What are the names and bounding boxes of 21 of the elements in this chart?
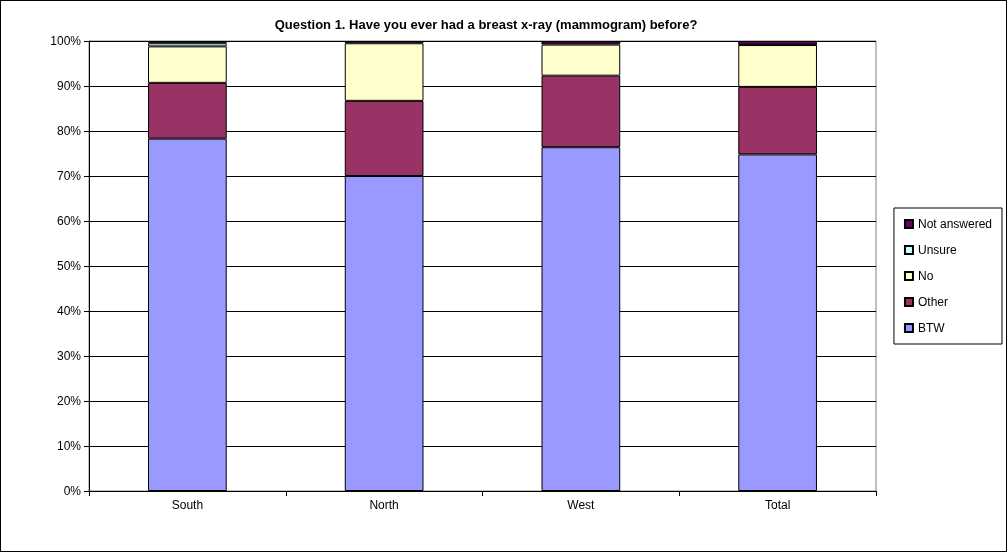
y-tick-label: 40% (56, 304, 82, 318)
y-tick-label: 90% (56, 79, 82, 93)
y-tick-label: 80% (56, 124, 82, 138)
y-tick-label: 10% (56, 439, 82, 453)
legend-label: Unsure (917, 243, 957, 257)
x-tick-label: Total (764, 498, 791, 512)
y-tick-label: 30% (56, 349, 82, 363)
y-tick-label: 60% (56, 214, 82, 228)
y-tick-label: 70% (56, 169, 82, 183)
y-tick-label: 50% (56, 259, 82, 273)
y-tick-label: 100% (50, 34, 82, 48)
x-tick-label: South (171, 498, 204, 512)
legend-label: Other (917, 295, 948, 309)
y-tick-label: 0% (63, 484, 82, 498)
x-tick-label: North (369, 498, 399, 512)
legend-label: BTW (917, 321, 946, 335)
chart-title: Question 1. Have you ever had a breast x-ray (mammogram) before? (274, 17, 698, 32)
legend-label: No (917, 269, 934, 283)
y-tick-label: 20% (56, 394, 82, 408)
legend-label: Not answered (917, 217, 993, 231)
x-tick-label: West (567, 498, 596, 512)
